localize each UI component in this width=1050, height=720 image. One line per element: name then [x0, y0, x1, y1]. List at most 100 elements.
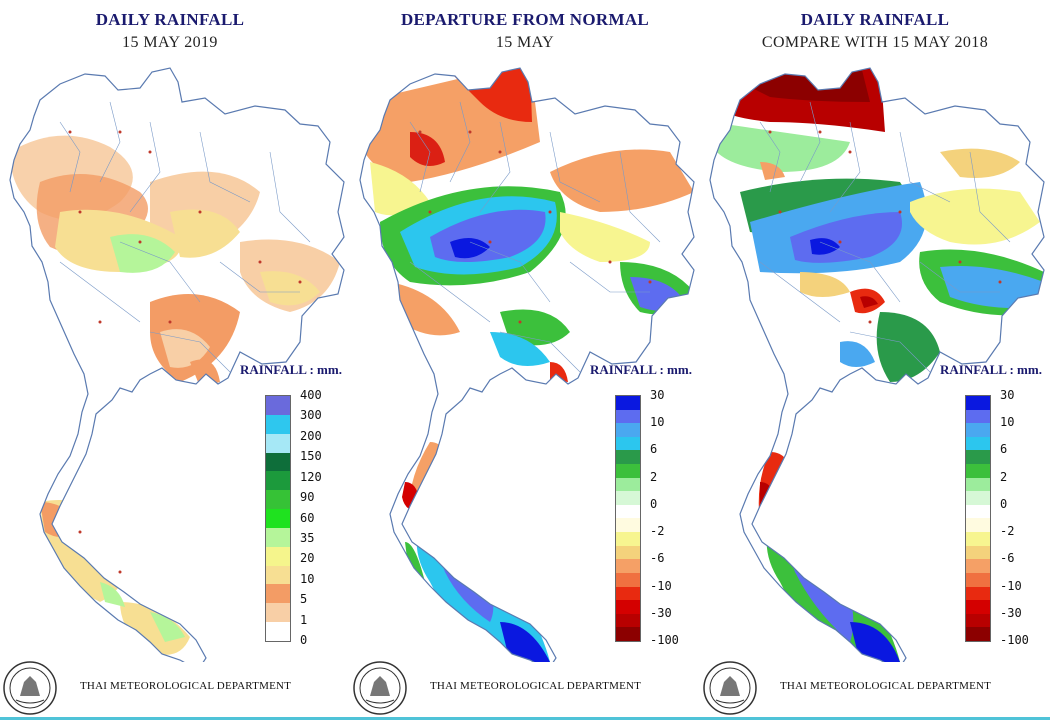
legend-tick-label: 10	[650, 415, 665, 430]
legend-swatch	[616, 477, 640, 492]
legend-tick-label: 2	[1000, 469, 1008, 484]
legend-swatch	[966, 491, 990, 505]
legend-tick-label: -10	[1000, 578, 1022, 593]
legend-swatch	[966, 572, 990, 587]
legend-tick-label: 200	[300, 428, 322, 443]
legend-swatch	[966, 436, 990, 451]
legend-tick-label: 0	[300, 633, 308, 647]
legend-swatch	[966, 613, 990, 628]
panel-title: DAILY RAINFALL	[95, 10, 245, 29]
legend-tick-label: 2	[650, 469, 658, 484]
legend-swatch	[266, 565, 290, 585]
legend-tick-label: 30	[650, 388, 665, 402]
tmd-seal-icon	[703, 661, 757, 715]
legend-swatch	[266, 433, 290, 453]
color-legend	[615, 395, 641, 642]
legend-swatch	[616, 396, 640, 410]
legend-swatch	[266, 527, 290, 547]
legend-swatch	[616, 423, 640, 437]
legend-swatch	[966, 477, 990, 492]
department-name: THAI METEOROLOGICAL DEPARTMENT	[430, 680, 642, 692]
panel-departure-from-normal: DEPARTURE FROM NORMAL 15 MAY	[350, 0, 700, 720]
legend-swatch	[616, 600, 640, 614]
legend-tick-label: 150	[300, 449, 322, 464]
legend-swatch	[616, 559, 640, 573]
panel-title: DEPARTURE FROM NORMAL	[400, 10, 650, 29]
legend-tick-label: 10	[300, 571, 315, 586]
legend-swatch	[616, 518, 640, 533]
legend-swatch	[966, 559, 990, 573]
legend-swatch	[616, 532, 640, 546]
legend-swatch	[266, 622, 290, 641]
legend-swatch	[266, 546, 290, 566]
legend-swatch	[616, 545, 640, 560]
legend-tick-label: 300	[300, 408, 322, 423]
legend-tick-label: -100	[1000, 633, 1029, 647]
legend-tick-label: 20	[300, 551, 315, 566]
legend-swatch	[616, 613, 640, 628]
legend-tick-label: -10	[650, 578, 672, 593]
department-name: THAI METEOROLOGICAL DEPARTMENT	[80, 680, 292, 692]
legend-swatch	[966, 600, 990, 614]
legend-tick-label: 0	[1000, 496, 1008, 511]
panel-date: 15 MAY 2019	[122, 34, 218, 51]
panel-compare-2018: DAILY RAINFALL COMPARE WITH 15 MAY 2018	[700, 0, 1050, 720]
legend-tick-label: 5	[300, 592, 308, 607]
legend-tick-label: 1	[300, 612, 308, 627]
legend-title: RAINFALL : mm.	[590, 362, 692, 377]
tmd-seal-icon	[3, 661, 57, 715]
legend-swatch	[616, 627, 640, 641]
legend-swatch	[966, 464, 990, 478]
legend-tick-label: -30	[650, 605, 672, 620]
legend-swatch	[966, 586, 990, 601]
legend-title: RAINFALL : mm.	[240, 362, 342, 377]
panel-daily-rainfall-2019: DAILY RAINFALL 15 MAY 2019	[0, 0, 350, 720]
panel-date: COMPARE WITH 15 MAY 2018	[761, 34, 989, 51]
legend-swatch	[966, 396, 990, 410]
legend-tick-label: -6	[650, 551, 665, 566]
legend-tick-label: -30	[1000, 605, 1022, 620]
legend-tick-label: 10	[1000, 415, 1015, 430]
legend-tick-label: 6	[1000, 442, 1008, 457]
legend-tick-label: -2	[1000, 524, 1015, 539]
legend-tick-label: -2	[650, 524, 665, 539]
legend-swatch	[266, 396, 290, 415]
legend-tick-label: 60	[300, 510, 315, 525]
rainfall-map	[9, 67, 345, 662]
legend-swatch	[616, 450, 640, 465]
legend-swatch	[616, 504, 640, 519]
legend-swatch	[616, 436, 640, 451]
legend-swatch	[616, 586, 640, 601]
legend-swatch	[966, 627, 990, 641]
legend-swatch	[966, 423, 990, 437]
color-legend	[265, 395, 291, 642]
legend-tick-label: 6	[650, 442, 658, 457]
legend-tick-label: 90	[300, 490, 315, 505]
legend-swatch	[966, 409, 990, 424]
legend-swatch	[966, 545, 990, 560]
legend-swatch	[616, 409, 640, 424]
legend-title: RAINFALL : mm.	[940, 362, 1042, 377]
legend-swatch	[966, 504, 990, 519]
legend-swatch	[616, 572, 640, 587]
color-legend	[965, 395, 991, 642]
legend-tick-label: -6	[1000, 551, 1015, 566]
legend-swatch	[266, 490, 290, 510]
legend-swatch	[616, 491, 640, 505]
departure-map	[359, 67, 695, 662]
legend-swatch	[616, 464, 640, 478]
legend-swatch	[966, 532, 990, 546]
legend-swatch	[266, 509, 290, 528]
department-name: THAI METEOROLOGICAL DEPARTMENT	[780, 680, 992, 692]
legend-swatch	[266, 471, 290, 491]
legend-tick-label: 0	[650, 496, 658, 511]
legend-swatch	[266, 452, 290, 472]
legend-swatch	[266, 584, 290, 604]
panel-date: 15 MAY	[495, 34, 555, 51]
legend-swatch	[266, 603, 290, 623]
legend-swatch	[966, 518, 990, 533]
panel-title: DAILY RAINFALL	[800, 10, 950, 29]
legend-tick-label: 120	[300, 469, 322, 484]
legend-swatch	[266, 414, 290, 434]
legend-tick-label: 35	[300, 530, 315, 545]
